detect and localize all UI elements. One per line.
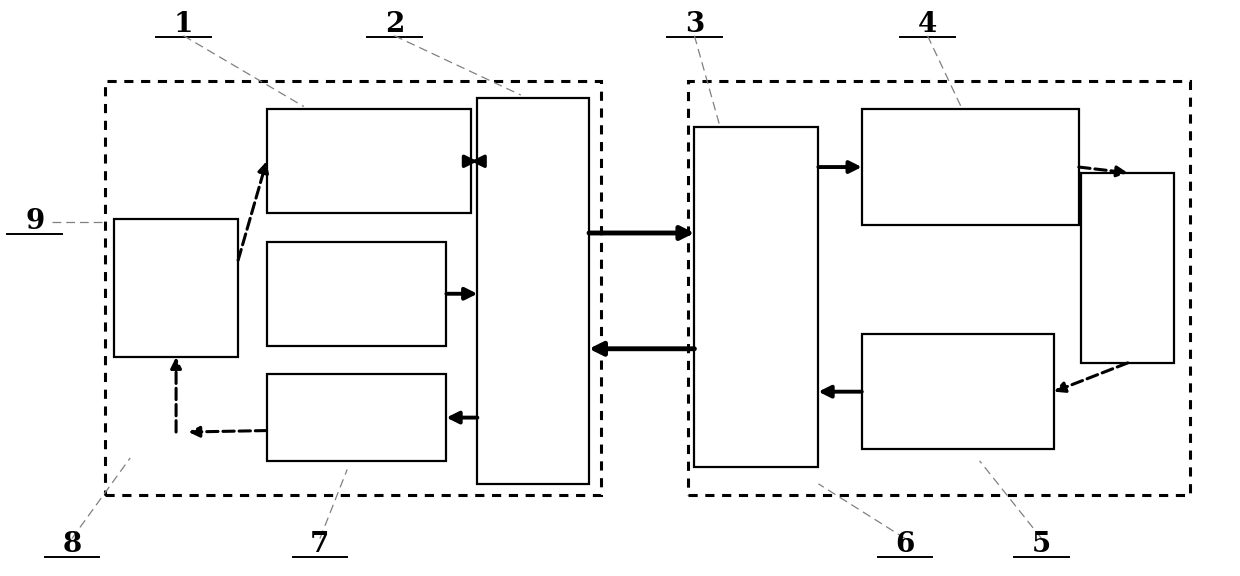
Text: 6: 6	[895, 531, 915, 558]
Text: 7: 7	[310, 531, 330, 558]
Text: 2: 2	[384, 11, 404, 37]
Bar	[1081, 173, 1174, 363]
Bar	[862, 334, 1054, 449]
Text: 1: 1	[174, 11, 193, 37]
Bar	[267, 242, 446, 346]
Text: 5: 5	[1032, 531, 1052, 558]
Bar	[477, 98, 589, 484]
Bar	[267, 109, 471, 213]
Bar	[862, 109, 1079, 225]
Text: 9: 9	[25, 209, 45, 235]
Text: 3: 3	[684, 11, 704, 37]
Bar	[267, 374, 446, 461]
Bar	[114, 219, 238, 357]
Text: 8: 8	[62, 531, 82, 558]
Bar	[105, 81, 601, 495]
Bar	[688, 81, 1190, 495]
Bar	[694, 127, 818, 467]
Text: 4: 4	[918, 11, 937, 37]
